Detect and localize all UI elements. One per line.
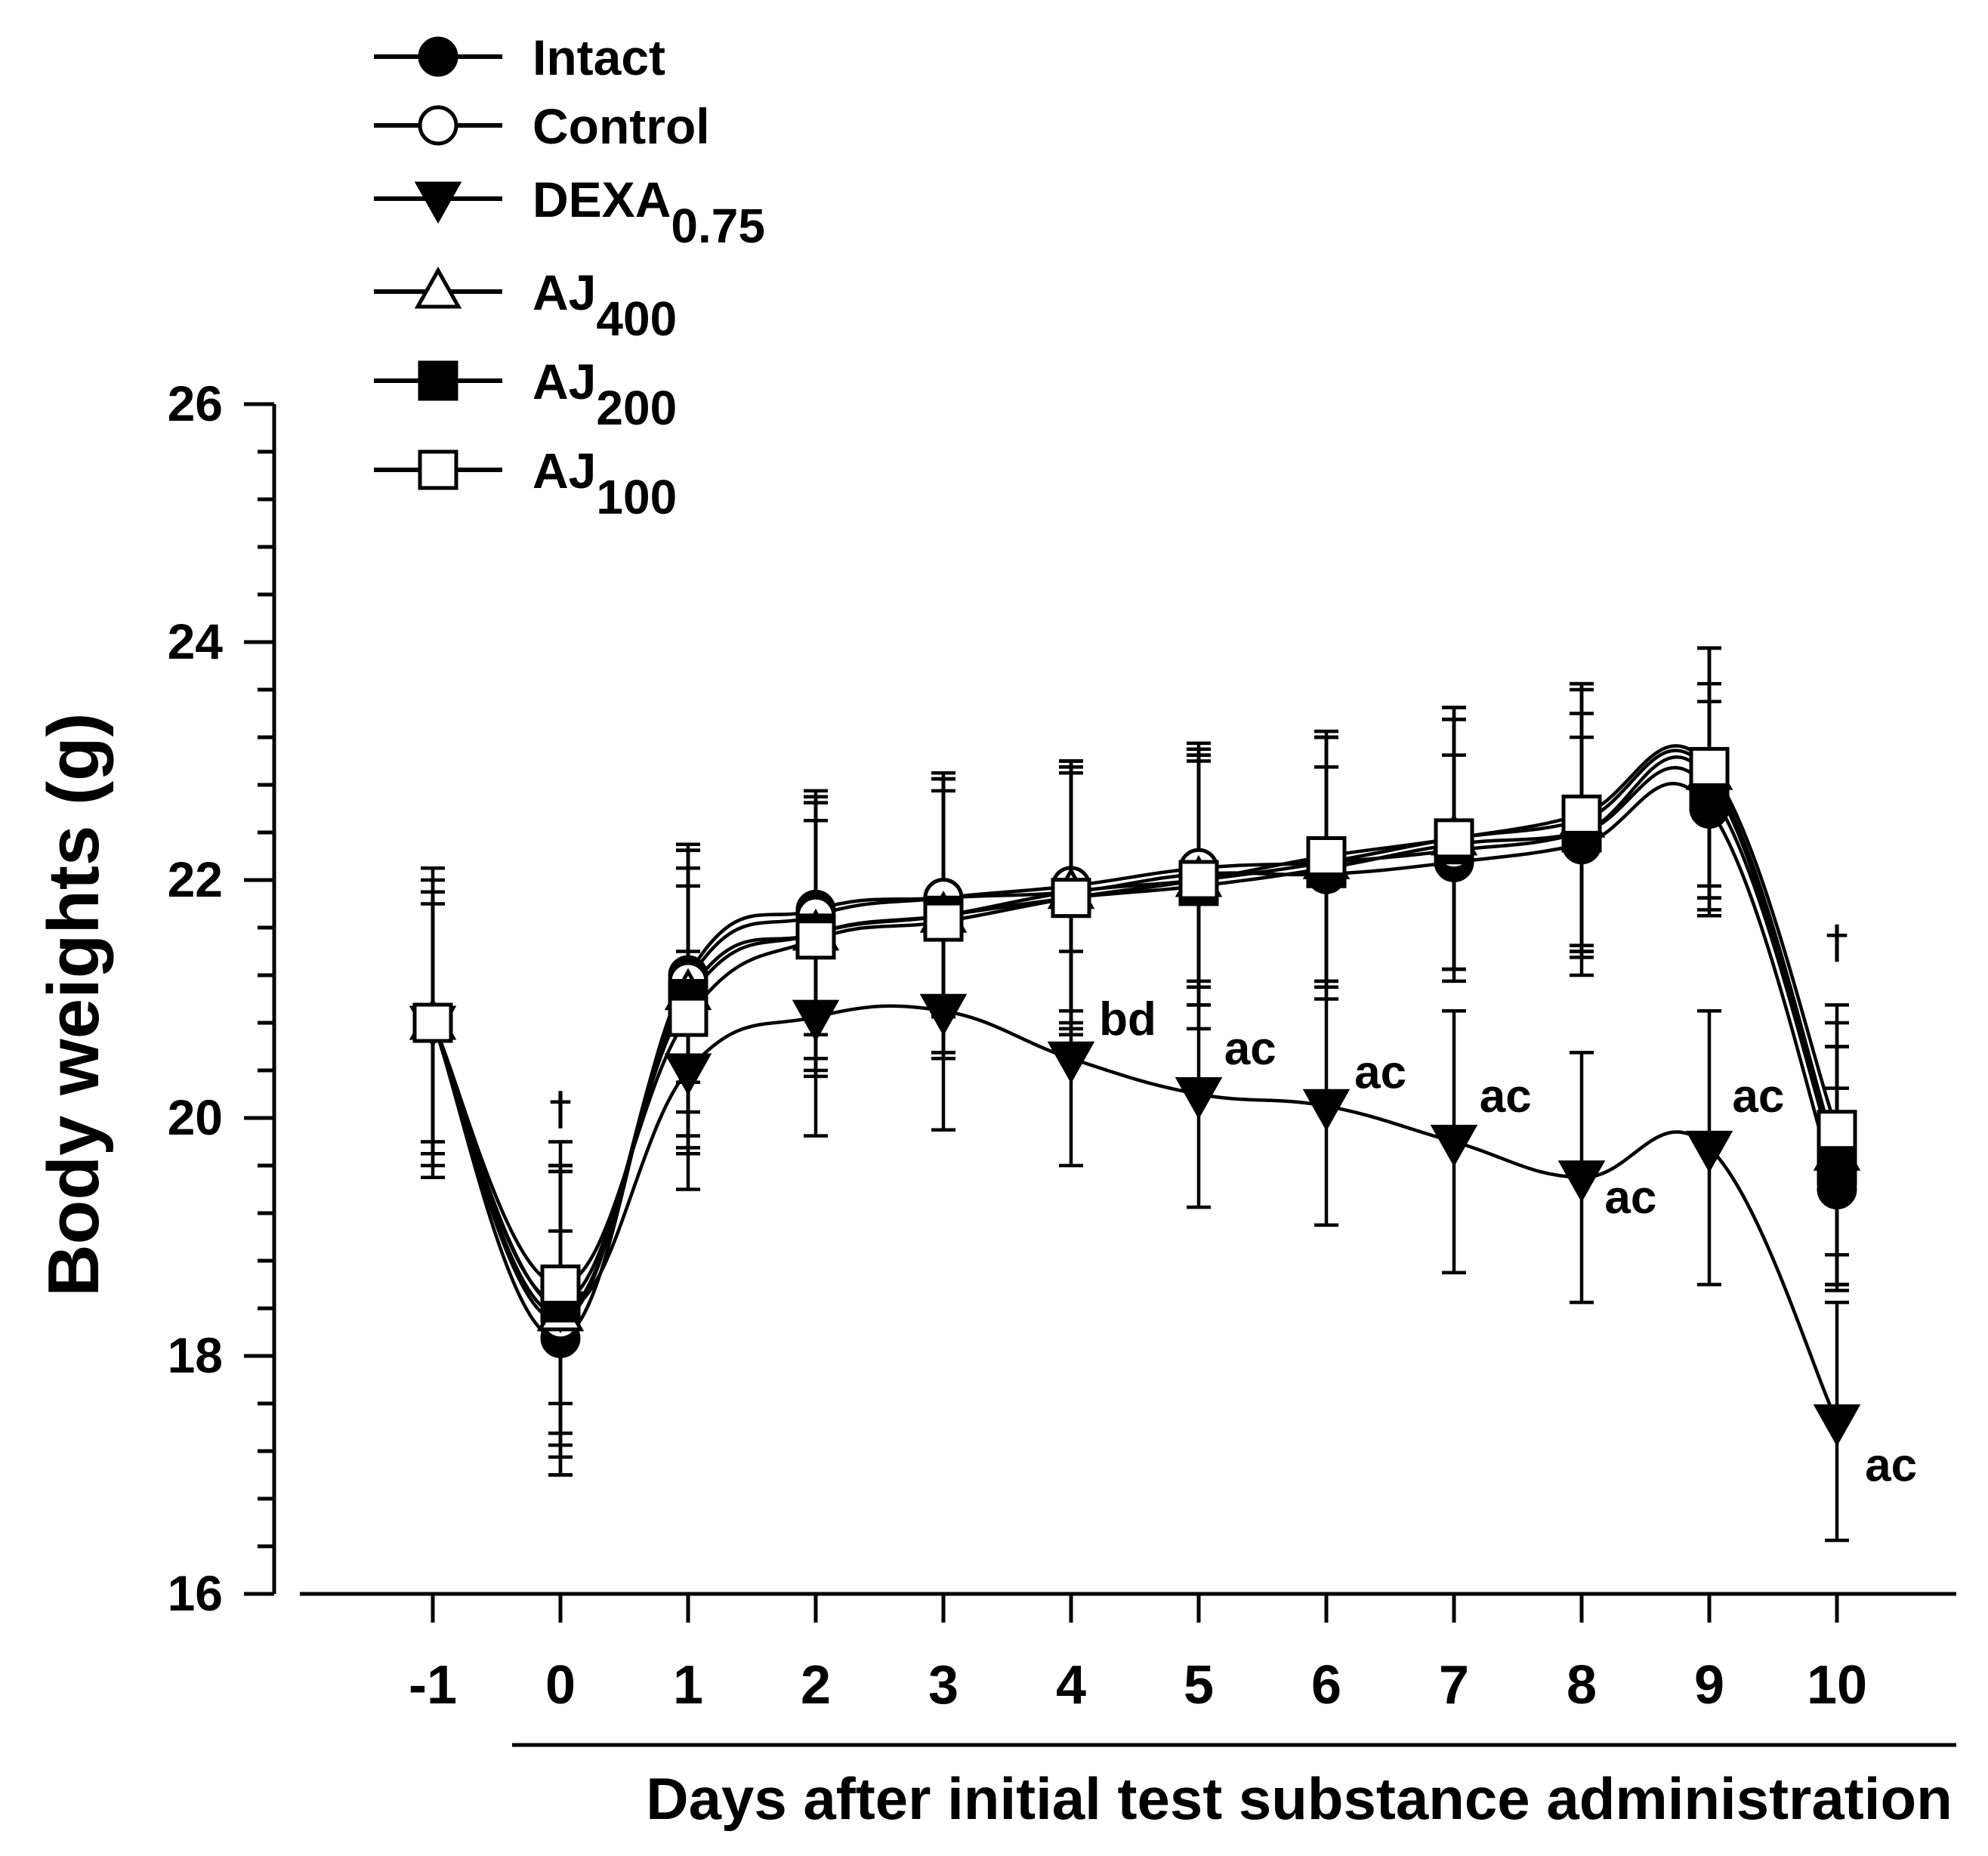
y-tick-label: 20 <box>168 1089 223 1145</box>
x-tick-label: 8 <box>1567 1655 1597 1715</box>
legend-item-dexa075: DEXA0.75 <box>374 171 765 253</box>
dagger-annotation: † <box>549 1082 572 1135</box>
data-point-aj100 <box>795 919 836 960</box>
significance-label: ac <box>1604 1172 1656 1224</box>
data-point-dexa075 <box>1302 1089 1351 1132</box>
data-point-aj100 <box>1689 746 1730 787</box>
legend-marker-aj400 <box>414 266 462 309</box>
x-tick-label: 10 <box>1807 1655 1867 1715</box>
series-line-aj100 <box>431 744 1839 1286</box>
data-point-aj100 <box>1051 878 1091 919</box>
y-tick-label: 16 <box>168 1565 223 1621</box>
significance-label: ac <box>1480 1070 1532 1123</box>
legend-label: Intact <box>532 29 665 85</box>
x-tick-label: -1 <box>409 1655 457 1715</box>
data-point-dexa075 <box>1685 1130 1733 1173</box>
legend-label-subscript: 100 <box>596 470 677 524</box>
data-point-dexa075 <box>792 999 840 1042</box>
legend-marker-intact <box>418 36 458 77</box>
x-axis-ticks: -1 0 1 2 3 4 5 6 7 8 9 10 <box>409 1594 1867 1715</box>
legend-marker-aj200 <box>418 360 458 401</box>
x-tick-label: 4 <box>1056 1655 1086 1715</box>
data-point-aj100 <box>923 901 964 942</box>
legend-label-subscript: 200 <box>596 381 677 435</box>
legend-label-subscript: 400 <box>596 292 677 346</box>
error-bars <box>421 646 1849 1543</box>
data-point-dexa075 <box>1557 1160 1606 1203</box>
legend-label: AJ400 <box>532 264 677 346</box>
data-point-aj100 <box>1178 860 1219 900</box>
data-point-dexa075 <box>664 1053 712 1096</box>
significance-label: ac <box>1354 1047 1406 1099</box>
data-point-aj100 <box>540 1265 581 1305</box>
x-tick-label: 6 <box>1311 1655 1341 1715</box>
legend-label: DEXA0.75 <box>532 171 765 253</box>
legend-label-subscript: 0.75 <box>671 199 765 253</box>
significance-label: ac <box>1224 1023 1276 1075</box>
data-point-aj100 <box>412 1002 453 1043</box>
x-axis-label: Days after initial test substance admini… <box>646 1765 1952 1832</box>
significance-label: bd <box>1099 993 1156 1045</box>
significance-label: ac <box>1732 1070 1784 1123</box>
x-tick-label: 1 <box>673 1655 703 1715</box>
data-point-dexa075 <box>1813 1404 1861 1447</box>
data-point-aj200 <box>1817 1145 1857 1186</box>
significance-annotations: † bd ac ac ac ac ac † ac <box>549 916 1917 1491</box>
legend-item-intact: Intact <box>374 29 665 85</box>
series-line-intact <box>431 782 1839 1340</box>
y-tick-label: 26 <box>168 375 223 431</box>
legend-label: Control <box>532 98 710 154</box>
legend-marker-control <box>418 105 458 146</box>
legend-item-aj400: AJ400 <box>374 264 677 346</box>
legend-item-control: Control <box>374 98 710 154</box>
significance-label: ac <box>1865 1439 1917 1491</box>
data-point-dexa075 <box>1175 1077 1223 1119</box>
x-tick-label: 7 <box>1439 1655 1469 1715</box>
data-point-aj100 <box>1561 794 1602 835</box>
y-axis-label: Body weights (g) <box>33 712 114 1296</box>
data-point-dexa075 <box>1430 1125 1478 1167</box>
data-point-aj100 <box>1434 818 1474 859</box>
y-tick-label: 18 <box>168 1327 223 1383</box>
chart-axes <box>272 404 1956 1747</box>
legend-item-aj200: AJ200 <box>374 354 677 435</box>
data-point-aj100 <box>1306 836 1347 876</box>
series-lines <box>431 744 1839 1422</box>
legend-label: AJ200 <box>532 354 677 435</box>
x-tick-label: 2 <box>801 1655 831 1715</box>
x-tick-label: 3 <box>928 1655 958 1715</box>
legend-item-aj100: AJ100 <box>374 443 677 524</box>
data-point-aj100 <box>668 996 708 1037</box>
x-tick-label: 5 <box>1184 1655 1214 1715</box>
data-point-aj100 <box>1817 1110 1857 1150</box>
series-line-dexa075 <box>431 1004 1839 1422</box>
dagger-annotation: † <box>1826 916 1848 968</box>
legend-marker-aj100 <box>418 449 458 490</box>
y-tick-label: 24 <box>168 613 224 669</box>
x-tick-label: 0 <box>545 1655 576 1715</box>
legend-marker-dexa075 <box>414 181 462 224</box>
series-markers <box>409 746 1861 1447</box>
x-tick-label: 9 <box>1694 1655 1724 1715</box>
y-tick-label: 22 <box>168 851 223 907</box>
y-axis-ticks: 16 18 20 22 24 26 <box>168 375 274 1621</box>
data-point-dexa075 <box>1047 1041 1095 1084</box>
legend-label: AJ100 <box>532 443 677 524</box>
data-point-dexa075 <box>919 993 968 1036</box>
